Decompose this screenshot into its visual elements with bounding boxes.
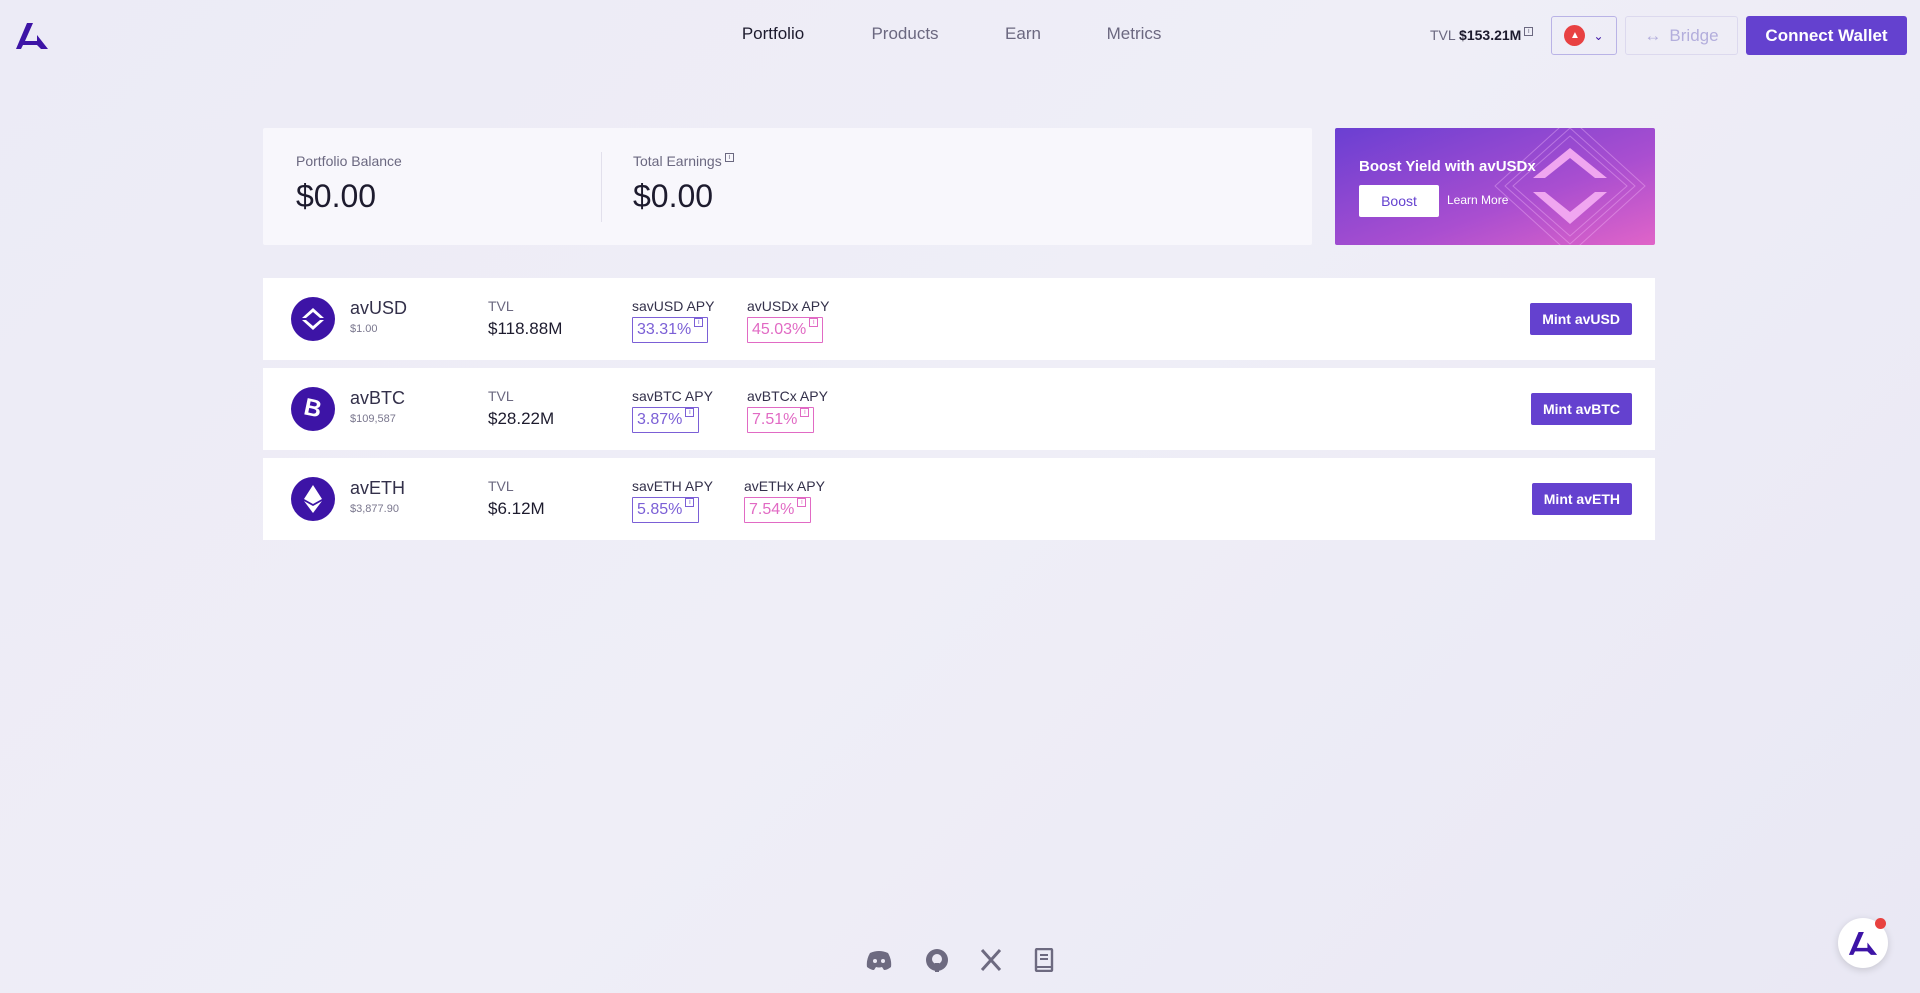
tvl-value: $118.88M	[488, 319, 563, 338]
learn-more-link[interactable]: Learn More	[1447, 193, 1509, 207]
avusdx-graphic-icon	[1494, 128, 1646, 245]
portfolio-summary: Portfolio Balance $0.00 Total Earnings i …	[263, 128, 1312, 245]
arrows-icon: ↔	[1644, 25, 1662, 45]
ethereum-icon	[291, 477, 335, 521]
asset-row-avbtc: B avBTC $109,587 TVL $28.22M savBTC APY …	[263, 368, 1655, 450]
saveth-apy-badge[interactable]: 5.85% i	[632, 497, 700, 523]
asset-price: $3,877.90	[350, 503, 399, 515]
tvl-label: TVL	[488, 298, 514, 314]
nav-earn[interactable]: Earn	[1005, 24, 1041, 43]
asset-row-avusd: avUSD $1.00 TVL $118.88M savUSD APY 33.3…	[263, 278, 1655, 360]
tvl-value: $28.22M	[488, 409, 555, 428]
saveth-apy-label: savETH APY	[632, 478, 713, 494]
info-icon[interactable]: i	[724, 153, 734, 162]
nav-products[interactable]: Products	[871, 24, 939, 43]
asset-row-aveth: avETH $3,877.90 TVL $6.12M savETH APY 5.…	[263, 458, 1655, 540]
divider	[601, 152, 602, 222]
discord-icon[interactable]	[866, 948, 892, 972]
savusd-apy-badge[interactable]: 33.31% i	[632, 317, 709, 343]
apy-value: 5.85%	[637, 501, 683, 518]
mint-avusd-button[interactable]: Mint avUSD	[1530, 303, 1632, 335]
connect-wallet-button[interactable]: Connect Wallet	[1746, 16, 1907, 55]
avusd-icon	[291, 297, 335, 341]
avalanche-icon: ▲	[1564, 25, 1586, 46]
asset-name: avETH	[350, 478, 406, 498]
avethx-apy-label: avETHx APY	[744, 478, 825, 494]
mint-aveth-button[interactable]: Mint avETH	[1531, 483, 1632, 515]
chat-widget-button[interactable]	[1838, 918, 1888, 968]
boost-banner: Boost Yield with avUSDx Boost Learn More	[1335, 128, 1655, 245]
tvl-value: $153.21M	[1459, 27, 1522, 43]
info-icon[interactable]: i	[1524, 27, 1534, 36]
balance-label: Portfolio Balance	[296, 153, 402, 169]
info-icon[interactable]: i	[685, 498, 695, 507]
earnings-value: $0.00	[633, 178, 714, 214]
info-icon[interactable]: i	[809, 318, 819, 327]
bitcoin-icon: B	[291, 387, 335, 431]
avbtcx-apy-label: avBTCx APY	[747, 388, 828, 404]
apy-value: 45.03%	[752, 321, 807, 338]
bridge-button[interactable]: ↔ Bridge	[1625, 16, 1738, 55]
boost-button[interactable]: Boost	[1359, 185, 1439, 217]
apy-value: 33.31%	[637, 321, 692, 338]
bridge-label: Bridge	[1669, 25, 1719, 45]
tvl-value: $6.12M	[488, 499, 545, 518]
avusdx-apy-badge[interactable]: 45.03% i	[747, 317, 824, 343]
info-icon[interactable]: i	[797, 498, 807, 507]
asset-name: avUSD	[350, 298, 408, 318]
chevron-down-icon: ⌄	[1593, 28, 1604, 43]
github-icon[interactable]	[924, 948, 950, 972]
balance-value: $0.00	[296, 178, 377, 214]
earnings-label: Total Earnings i	[633, 153, 734, 169]
info-icon[interactable]: i	[685, 408, 695, 417]
avethx-apy-badge[interactable]: 7.54% i	[744, 497, 812, 523]
logo-icon	[1848, 931, 1878, 955]
avbtcx-apy-badge[interactable]: 7.51% i	[747, 407, 815, 433]
info-icon[interactable]: i	[800, 408, 810, 417]
savbtc-apy-badge[interactable]: 3.87% i	[632, 407, 700, 433]
asset-price: $109,587	[350, 413, 396, 425]
savusd-apy-label: savUSD APY	[632, 298, 715, 314]
mint-avbtc-button[interactable]: Mint avBTC	[1531, 393, 1632, 425]
total-tvl: TVL $153.21M i	[1430, 27, 1534, 43]
tvl-label: TVL	[488, 388, 514, 404]
asset-name: avBTC	[350, 388, 406, 408]
apy-value: 3.87%	[637, 411, 683, 428]
savbtc-apy-label: savBTC APY	[632, 388, 713, 404]
tvl-label: TVL	[1430, 27, 1456, 43]
asset-price: $1.00	[350, 323, 378, 335]
info-icon[interactable]: i	[694, 318, 704, 327]
x-icon[interactable]	[978, 948, 1004, 972]
earnings-label-text: Total Earnings	[633, 153, 722, 169]
docs-icon[interactable]	[1031, 948, 1057, 972]
logo-icon[interactable]	[15, 21, 49, 50]
notification-dot	[1875, 918, 1886, 929]
apy-value: 7.51%	[752, 411, 798, 428]
tvl-label: TVL	[488, 478, 514, 494]
banner-title: Boost Yield with avUSDx	[1359, 158, 1536, 175]
nav-portfolio[interactable]: Portfolio	[741, 24, 805, 43]
nav-metrics[interactable]: Metrics	[1106, 24, 1162, 43]
network-selector[interactable]: ▲ ⌄	[1551, 16, 1617, 55]
apy-value: 7.54%	[749, 501, 795, 518]
avusdx-apy-label: avUSDx APY	[747, 298, 830, 314]
